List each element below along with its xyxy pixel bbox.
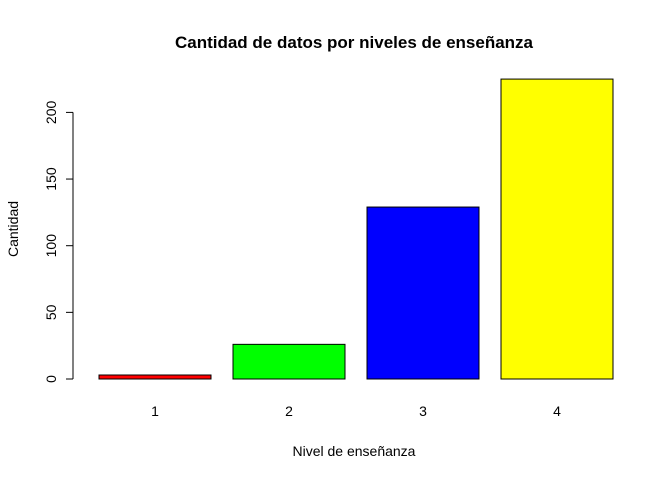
bar-2 [232,343,346,380]
x-tick-label: 3 [419,403,427,419]
x-tick-label: 1 [151,403,159,419]
bar-4 [500,78,614,380]
bar-3 [366,206,480,380]
y-tick-label: 0 [43,375,59,383]
x-tick-label: 2 [285,403,293,419]
chart-title: Cantidad de datos por niveles de enseñan… [175,33,534,52]
y-tick-label: 100 [43,234,59,258]
y-tick-label: 150 [43,167,59,191]
x-axis-label: Nivel de enseñanza [293,443,416,459]
y-axis-label: Cantidad [5,201,21,257]
bar-1 [98,374,212,380]
bars [98,78,614,380]
y-tick-label: 200 [43,101,59,125]
x-tick-labels: 1 2 3 4 [151,403,561,419]
x-tick-label: 4 [553,403,561,419]
y-axis: 0 50 100 150 200 [43,101,74,383]
y-tick-label: 50 [43,304,59,320]
